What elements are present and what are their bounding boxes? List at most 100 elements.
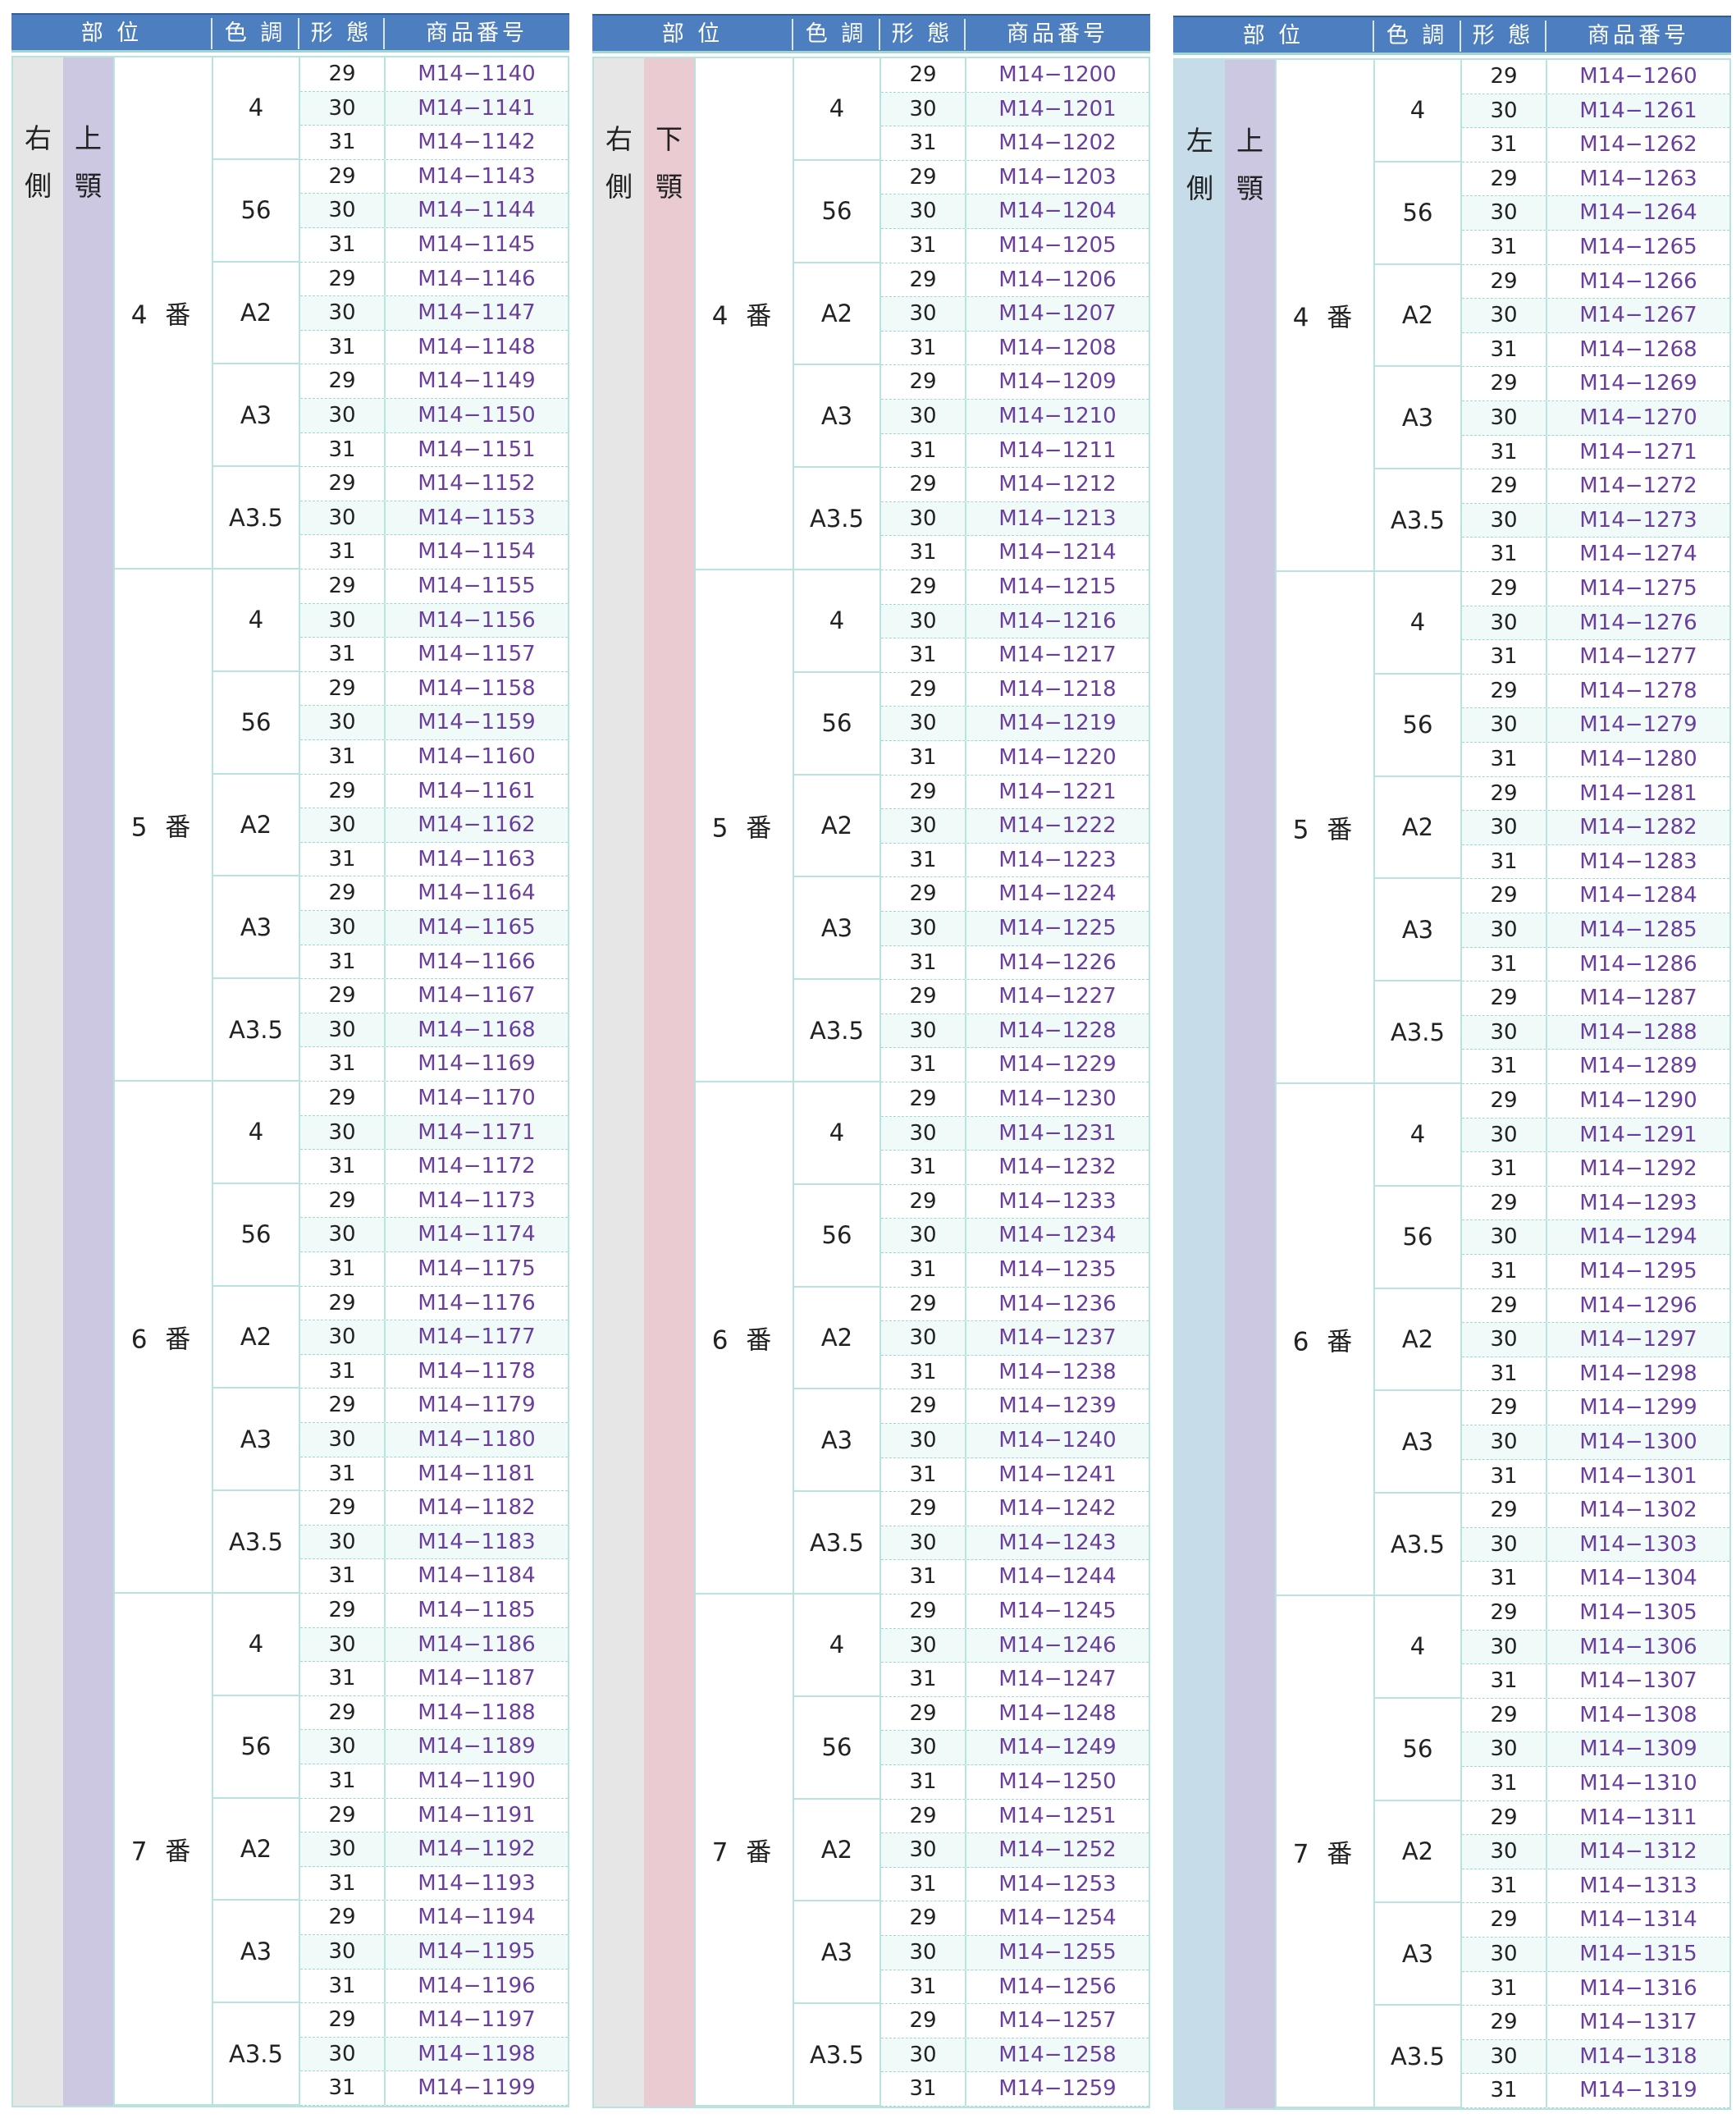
tooth-label: 4 番 [711, 301, 777, 332]
shade-label: A2 [240, 298, 272, 327]
shade-cell: 56 [213, 159, 300, 263]
header-separator [879, 19, 880, 50]
shade-label: 56 [821, 1221, 852, 1250]
shade-cell: 4 [213, 1594, 300, 1696]
header-part: 部 位 [661, 21, 724, 47]
table-row: 31 M14−1250 [881, 1765, 1149, 1800]
size-cell: 30 [300, 1013, 386, 1047]
tooth-cell: 7 番 [115, 1594, 213, 2106]
table-row: 30 M14−1168 [300, 1013, 568, 1048]
size-cell: 29 [1462, 1698, 1547, 1732]
shade-cell: 4 [1375, 572, 1462, 675]
shade-label: A3.5 [810, 2040, 864, 2069]
tooth-cell: 6 番 [115, 1082, 213, 1594]
product-code: M14−1161 [418, 778, 536, 803]
size-cell: 29 [300, 159, 386, 194]
table-body: 右 側下 顎 4 番 4 29 M14−1200 30 M14−1201 31 M14−1202… [592, 57, 1150, 2108]
jaw-label: 上 顎 [75, 122, 102, 202]
shade-label: A3 [240, 913, 272, 941]
table-row: 30 M14−1228 [881, 1013, 1149, 1049]
shade-label: 4 [248, 94, 264, 122]
product-code: M14−1224 [998, 881, 1117, 907]
product-code: M14−1165 [418, 915, 536, 940]
size-cell: 29 [881, 1901, 966, 1935]
size-cell: 30 [881, 604, 966, 638]
shade-cell: A3.5 [1375, 1494, 1462, 1596]
tooth-label: 7 番 [130, 1837, 196, 1867]
size-cell: 29 [300, 1389, 386, 1422]
product-code: M14−1243 [998, 1530, 1117, 1555]
table-row: 30 M14−1174 [300, 1218, 568, 1252]
product-code: M14−1257 [998, 2008, 1117, 2034]
tooth-cell: 5 番 [115, 570, 213, 1082]
side-label: 左 側 [1186, 125, 1213, 204]
size-cell: 31 [881, 536, 966, 570]
shade-label: A3.5 [229, 1015, 283, 1044]
size-cell: 31 [1462, 435, 1547, 469]
table-row: 31 M14−1163 [300, 842, 568, 877]
size-cell: 31 [881, 229, 966, 263]
product-code: M14−1225 [998, 916, 1117, 940]
product-code: M14−1194 [418, 1905, 536, 1930]
table-row: 29 M14−1206 [881, 263, 1149, 298]
shade-cell: 4 [1375, 1596, 1462, 1699]
product-code: M14−1300 [1579, 1430, 1697, 1454]
table-row: 30 M14−1195 [300, 1935, 568, 1970]
table-row: 29 M14−1242 [881, 1492, 1149, 1526]
table-row: 29 M14−1308 [1462, 1698, 1729, 1733]
header-separator [964, 19, 966, 50]
product-code: M14−1256 [998, 1974, 1117, 1999]
size-cell: 30 [300, 91, 386, 126]
shade-label: A2 [820, 811, 853, 840]
size-cell: 31 [300, 1354, 386, 1389]
product-code: M14−1226 [998, 949, 1117, 975]
product-code: M14−1232 [998, 1155, 1117, 1180]
size-cell: 31 [300, 740, 386, 774]
product-code: M14−1212 [998, 472, 1117, 497]
product-code: M14−1295 [1579, 1259, 1697, 1283]
table-row: 30 M14−1177 [300, 1320, 568, 1355]
shade-label: A2 [820, 1323, 853, 1352]
product-code: M14−1296 [1579, 1293, 1697, 1318]
product-code: M14−1261 [1579, 98, 1697, 123]
table-row: 29 M14−1149 [300, 364, 568, 399]
side-label: 右 側 [25, 122, 52, 202]
shade-label: 4 [829, 94, 845, 123]
product-code: M14−1214 [998, 540, 1117, 565]
product-code: M14−1188 [418, 1700, 536, 1725]
product-code: M14−1309 [1579, 1736, 1697, 1762]
size-cell: 29 [300, 1798, 386, 1832]
product-code: M14−1275 [1579, 576, 1697, 601]
table-row: 31 M14−1184 [300, 1559, 568, 1594]
size-cell: 30 [300, 1218, 386, 1251]
table-row: 30 M14−1246 [881, 1628, 1149, 1663]
shade-cell: A3 [794, 877, 881, 981]
size-cell: 29 [881, 570, 966, 604]
header-separator [298, 18, 299, 49]
table-row: 31 M14−1148 [300, 330, 568, 365]
table-row: 31 M14−1304 [1462, 1562, 1729, 1596]
shade-cell: 56 [213, 1183, 300, 1287]
table-row: 30 M14−1162 [300, 808, 568, 843]
product-code: M14−1307 [1579, 1668, 1697, 1694]
table-row: 30 M14−1270 [1462, 401, 1729, 436]
product-code: M14−1159 [418, 710, 536, 735]
shade-label: A3.5 [810, 1016, 864, 1045]
product-code: M14−1311 [1579, 1805, 1697, 1830]
shade-cell: A3 [1375, 367, 1462, 470]
shade-cell: A2 [213, 262, 300, 365]
table-row: 31 M14−1160 [300, 740, 568, 775]
table-row: 31 M14−1202 [881, 126, 1149, 161]
size-cell: 31 [881, 741, 966, 775]
product-code: M14−1152 [418, 471, 536, 496]
product-code: M14−1301 [1579, 1463, 1697, 1489]
size-cell: 30 [300, 1115, 386, 1150]
table-row: 29 M14−1296 [1462, 1288, 1729, 1324]
shade-label: A2 [820, 299, 853, 327]
table-row: 30 M14−1189 [300, 1730, 568, 1764]
product-code: M14−1221 [998, 779, 1117, 804]
shade-cell: A3 [213, 1389, 300, 1492]
product-code: M14−1186 [418, 1631, 536, 1657]
table-row: 29 M14−1314 [1462, 1903, 1729, 1938]
table-row: 31 M14−1208 [881, 331, 1149, 366]
